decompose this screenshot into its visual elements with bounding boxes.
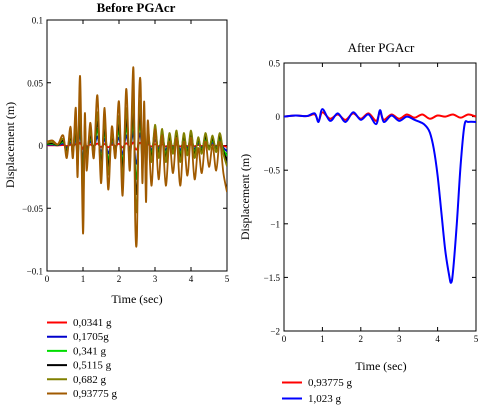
legend-label: 1,023 g [308, 393, 342, 405]
y-tick-label: −1 [270, 219, 280, 229]
legend-label: 0,5115 g [73, 360, 112, 372]
y-axis-label: Displacement (m) [238, 154, 252, 240]
tick-group: 0.10.050−0.05−0.10 1 2 3 4 5 [22, 16, 230, 285]
plot-frame [283, 62, 477, 332]
y-tick-label: −0.05 [22, 204, 43, 214]
legend-label: 0,93775 g [73, 388, 118, 400]
chart-title: After PGAcr [348, 40, 415, 55]
x-tick-label: 3 [153, 274, 158, 284]
x-tick-label: 4 [435, 334, 440, 344]
y-tick-label: 0 [276, 112, 281, 122]
series-line [47, 66, 227, 248]
x-tick-label: 4 [189, 274, 194, 284]
y-tick-label: 0 [39, 141, 44, 151]
y-tick-label: −0.5 [264, 166, 281, 176]
x-tick-label: 3 [397, 334, 402, 344]
y-tick-label: −2 [270, 327, 280, 337]
x-tick-label: 1 [81, 274, 86, 284]
chart-after-pgacr: After PGAcr Displacement (m) Time (sec) … [238, 40, 479, 405]
x-tick-label: 0 [282, 334, 287, 344]
x-tick-label: 2 [117, 274, 122, 284]
y-tick-label: −1.5 [264, 273, 281, 283]
y-axis-label: Displacement (m) [3, 102, 17, 188]
x-axis-label: Time (sec) [355, 359, 406, 373]
x-tick-label: 1 [320, 334, 325, 344]
legend-label: 0,341 g [73, 345, 107, 357]
series-group [47, 66, 227, 248]
legend-label: 0,1705g [73, 331, 109, 343]
y-tick-label: 0.5 [269, 59, 281, 69]
legend-label: 0,682 g [73, 374, 107, 386]
legend-label: 0,93775 g [308, 377, 353, 389]
legend: 0,0341 g 0,1705g 0,341 g 0,5115 g 0,682 g 0,9… [47, 317, 118, 400]
x-tick-label: 2 [359, 334, 364, 344]
tick-group: 0.50−0.5−1−1.5−20 1 2 3 4 5 [264, 59, 479, 345]
x-tick-label: 5 [225, 274, 230, 284]
x-axis-label: Time (sec) [111, 292, 162, 306]
legend-label: 0,0341 g [73, 317, 112, 329]
chart-title: Before PGAcr [97, 0, 176, 15]
y-tick-label: 0.1 [32, 16, 43, 26]
y-tick-label: −0.1 [27, 267, 43, 277]
series-line [284, 108, 476, 284]
x-tick-label: 0 [45, 274, 50, 284]
x-tick-label: 5 [474, 334, 479, 344]
legend: 0,93775 g 1,023 g [282, 377, 353, 405]
chart-before-pgacr: Before PGAcr Displacement (m) Time (sec)… [3, 0, 230, 400]
y-tick-label: 0.05 [27, 78, 43, 88]
series-group [284, 108, 476, 284]
